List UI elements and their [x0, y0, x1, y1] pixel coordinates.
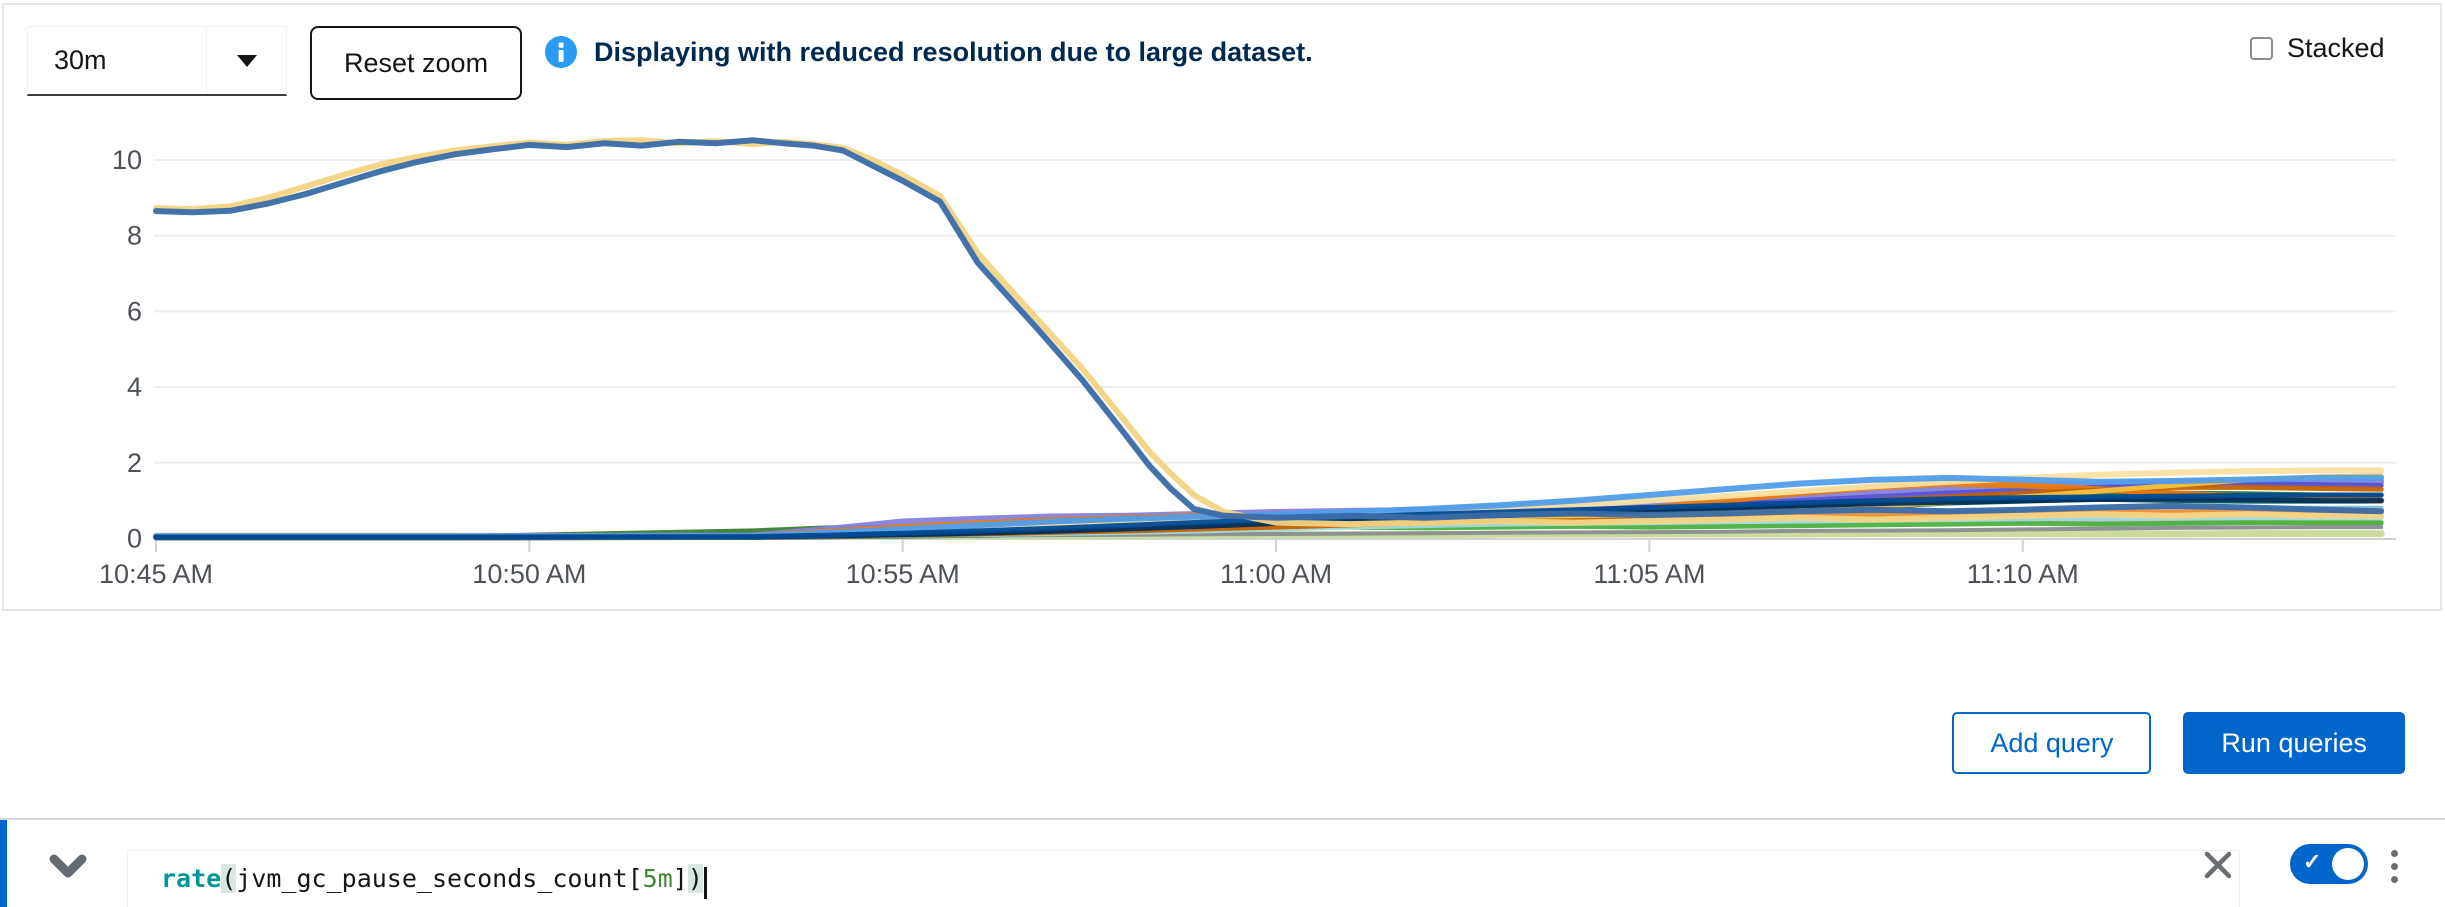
- svg-text:11:05 AM: 11:05 AM: [1593, 559, 1705, 589]
- svg-text:2: 2: [127, 448, 142, 478]
- info-icon: [545, 36, 577, 68]
- text-cursor: [703, 866, 707, 899]
- svg-text:0: 0: [127, 524, 142, 554]
- reduced-resolution-banner: Displaying with reduced resolution due t…: [544, 35, 1313, 69]
- query-expand-button[interactable]: [42, 846, 94, 890]
- timespan-value: 30m: [54, 45, 107, 75]
- run-queries-button[interactable]: Run queries: [2183, 712, 2405, 774]
- svg-text:4: 4: [127, 372, 142, 402]
- svg-text:11:10 AM: 11:10 AM: [1967, 559, 2079, 589]
- stacked-control: Stacked: [2250, 33, 2385, 64]
- svg-text:8: 8: [127, 221, 142, 251]
- metrics-chart[interactable]: 0 2 4 6 8 10 10:45 AM 10:50 AM 10:55 AM 11:00 AM 1…: [4, 5, 2440, 609]
- kebab-icon: [2390, 875, 2398, 883]
- query-actions: Add query Run queries: [1952, 712, 2405, 774]
- series-light-blue: [153, 474, 2385, 540]
- svg-text:10:55 AM: 10:55 AM: [846, 559, 960, 589]
- reset-zoom-button[interactable]: Reset zoom: [310, 26, 523, 100]
- svg-text:10:45 AM: 10:45 AM: [99, 559, 213, 589]
- chevron-down-icon: [236, 54, 257, 67]
- reduced-resolution-message: Displaying with reduced resolution due t…: [594, 36, 1313, 67]
- chevron-down-icon: [49, 854, 87, 877]
- series-main-blue: [153, 137, 2385, 521]
- svg-text:10: 10: [112, 145, 142, 175]
- select-caret[interactable]: [206, 27, 286, 94]
- kebab-icon: [2390, 849, 2398, 857]
- series-main-gold: [153, 137, 2385, 528]
- kebab-icon: [2390, 862, 2398, 870]
- metrics-chart-panel: 30m Reset zoom Displaying with reduced r…: [2, 3, 2442, 611]
- query-expression: rate(jvm_gc_pause_seconds_count[5m]): [161, 864, 703, 893]
- close-icon: [2204, 851, 2232, 878]
- clear-query-button[interactable]: [2196, 844, 2240, 888]
- toggle-knob: [2332, 848, 2364, 880]
- query-enabled-toggle[interactable]: ✓: [2290, 844, 2368, 884]
- query-accent-bar: [0, 820, 7, 907]
- svg-text:11:00 AM: 11:00 AM: [1220, 559, 1332, 589]
- stacked-checkbox[interactable]: [2250, 37, 2273, 60]
- query-expression-input[interactable]: rate(jvm_gc_pause_seconds_count[5m]): [127, 850, 2240, 907]
- query-row: rate(jvm_gc_pause_seconds_count[5m]) ✓: [0, 818, 2445, 907]
- check-icon: ✓: [2303, 849, 2322, 874]
- timespan-select[interactable]: 30m: [27, 26, 287, 96]
- stacked-label[interactable]: Stacked: [2287, 33, 2385, 63]
- svg-text:6: 6: [127, 296, 142, 326]
- svg-text:10:50 AM: 10:50 AM: [472, 559, 586, 589]
- query-kebab-menu-button[interactable]: [2374, 840, 2414, 892]
- add-query-button[interactable]: Add query: [1952, 712, 2152, 774]
